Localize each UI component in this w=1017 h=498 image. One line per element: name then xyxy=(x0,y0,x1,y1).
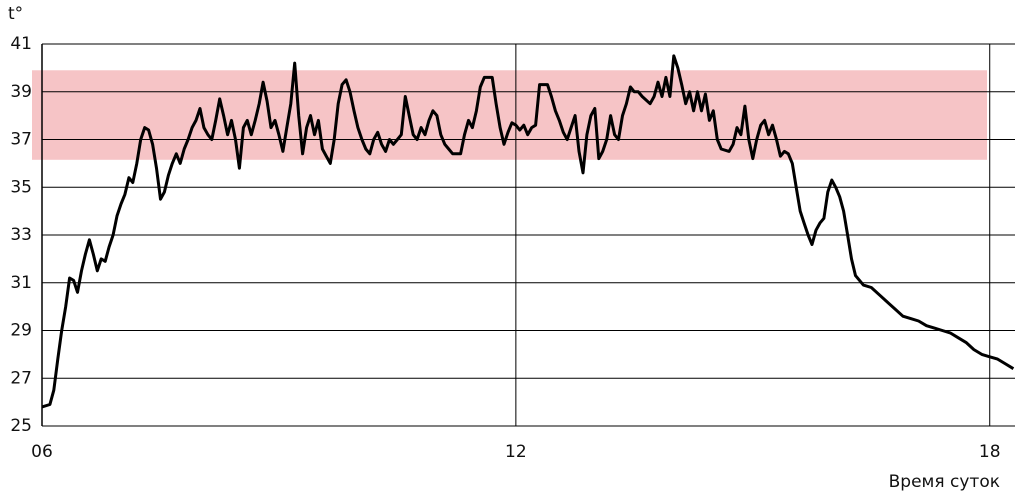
y-tick-label: 29 xyxy=(10,321,32,341)
y-tick-label: 25 xyxy=(10,416,32,436)
y-axis-label: t° xyxy=(8,4,23,24)
x-tick-label: 06 xyxy=(31,442,53,462)
y-tick-label: 37 xyxy=(10,130,32,150)
y-tick-label: 33 xyxy=(10,225,32,245)
y-tick-label: 39 xyxy=(10,82,32,102)
y-tick-label: 31 xyxy=(10,273,32,293)
x-tick-label: 18 xyxy=(979,442,1001,462)
x-tick-label: 12 xyxy=(505,442,527,462)
y-tick-label: 27 xyxy=(10,368,32,388)
y-tick-label: 41 xyxy=(10,34,32,54)
target-band xyxy=(32,70,987,160)
x-axis-label: Время суток xyxy=(889,472,1000,492)
data-line xyxy=(41,54,1015,409)
y-tick-label: 35 xyxy=(10,177,32,197)
